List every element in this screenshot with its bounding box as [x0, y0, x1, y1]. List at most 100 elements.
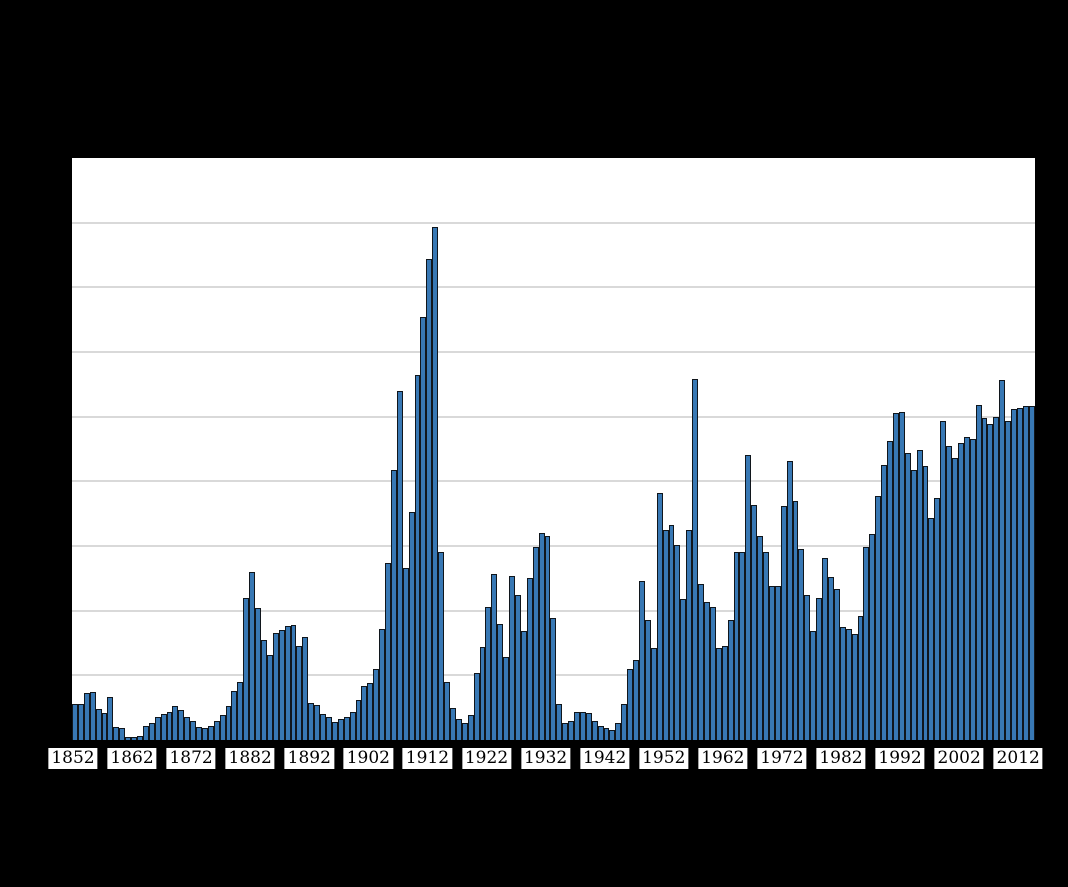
bar-1924	[497, 623, 504, 740]
x-axis-tick-labels: 1852 1862 1872 1882 1892 1902 1912 1922 1932 1942…	[48, 748, 1043, 774]
gridline-200	[72, 480, 1035, 483]
bar-1897	[337, 719, 344, 740]
x-tick-label-1962: 1962	[698, 748, 748, 769]
bar-1901	[361, 685, 368, 740]
bar-1896	[331, 721, 338, 740]
bar-1997	[928, 517, 935, 740]
bar-1995	[916, 450, 923, 740]
bar-1909	[408, 512, 415, 740]
bar-1936	[568, 720, 575, 740]
bar-1900	[355, 699, 362, 740]
bar-1902	[367, 683, 374, 740]
bar-1945	[621, 703, 628, 740]
bar-1914	[438, 552, 445, 740]
bar-1981	[833, 588, 840, 740]
bar-2004	[969, 438, 976, 740]
bar-1966	[745, 455, 752, 740]
bar-1961	[715, 648, 722, 740]
bar-1933	[550, 618, 557, 740]
bar-1986	[863, 547, 870, 740]
bar-1882	[249, 571, 256, 740]
bar-1932	[544, 535, 551, 740]
bar-1926	[509, 575, 515, 740]
bar-1979	[822, 557, 828, 740]
bar-1884	[261, 640, 267, 740]
bar-1991	[892, 412, 899, 740]
bar-1917	[455, 719, 462, 740]
gridline-250	[72, 415, 1035, 418]
bar-1875	[207, 725, 214, 740]
bar-1958	[698, 583, 704, 740]
bar-1919	[467, 715, 474, 740]
bar-1868	[166, 711, 173, 740]
bar-1941	[597, 725, 604, 740]
bar-1956	[686, 530, 693, 740]
bar-1963	[727, 619, 734, 740]
bar-1952	[662, 530, 669, 740]
x-tick-label-1912: 1912	[402, 748, 453, 769]
x-tick-label-2002: 2002	[934, 748, 984, 769]
bar-1887	[278, 630, 285, 740]
bar-1984	[851, 633, 858, 740]
bar-1881	[243, 597, 250, 740]
bar-2005	[975, 405, 982, 740]
bar-1923	[491, 574, 498, 740]
bar-1889	[290, 624, 297, 740]
bar-1867	[160, 714, 167, 740]
bar-1968	[757, 535, 764, 740]
bar-1939	[585, 712, 592, 740]
bar-1921	[479, 646, 486, 740]
bar-1959	[703, 601, 710, 740]
bar-1852	[72, 703, 78, 740]
x-tick-label-1932: 1932	[520, 748, 571, 769]
bar-2010	[1005, 420, 1012, 740]
x-tick-label-2012: 2012	[993, 748, 1043, 769]
bar-1910	[414, 375, 421, 740]
bar-1905	[385, 562, 391, 740]
bar-1942	[603, 728, 610, 740]
bar-1990	[887, 441, 893, 740]
bar-1925	[503, 657, 510, 740]
bar-1967	[751, 504, 758, 740]
bar-1951	[656, 492, 663, 740]
x-tick-label-1952: 1952	[639, 748, 689, 769]
bar-1983	[845, 628, 852, 740]
bar-2007	[987, 424, 994, 740]
bar-1950	[650, 648, 657, 740]
bar-1886	[272, 632, 279, 740]
gridline-400	[72, 221, 1035, 224]
bar-1874	[201, 728, 208, 740]
x-tick-label-1982: 1982	[816, 748, 866, 769]
bar-1857	[101, 712, 108, 740]
bar-1940	[591, 720, 598, 740]
x-tick-label-1972: 1972	[757, 748, 807, 769]
bar-1863	[136, 736, 143, 740]
bar-1873	[196, 727, 202, 740]
bar-1876	[213, 720, 220, 740]
bar-1865	[148, 723, 155, 740]
bar-1998	[934, 498, 941, 740]
bar-1937	[574, 711, 580, 740]
bar-1893	[314, 705, 321, 740]
bar-1972	[780, 505, 787, 740]
bar-1869	[172, 706, 179, 740]
bar-1883	[255, 608, 261, 740]
bar-1861	[125, 737, 132, 740]
bar-1982	[839, 627, 846, 740]
gridline-350	[72, 286, 1035, 289]
bar-1975	[798, 548, 805, 740]
bar-1894	[320, 714, 326, 740]
bar-1960	[709, 606, 716, 740]
x-tick-label-1882: 1882	[225, 748, 275, 769]
bar-1987	[869, 534, 876, 740]
bar-1974	[792, 500, 799, 740]
bar-1992	[898, 411, 905, 740]
bar-1870	[178, 710, 185, 740]
bar-1930	[532, 547, 539, 740]
bar-1892	[308, 702, 315, 740]
bar-1885	[266, 654, 273, 740]
bar-1858	[107, 697, 114, 740]
bar-1964	[733, 552, 740, 740]
bar-1906	[390, 469, 397, 740]
